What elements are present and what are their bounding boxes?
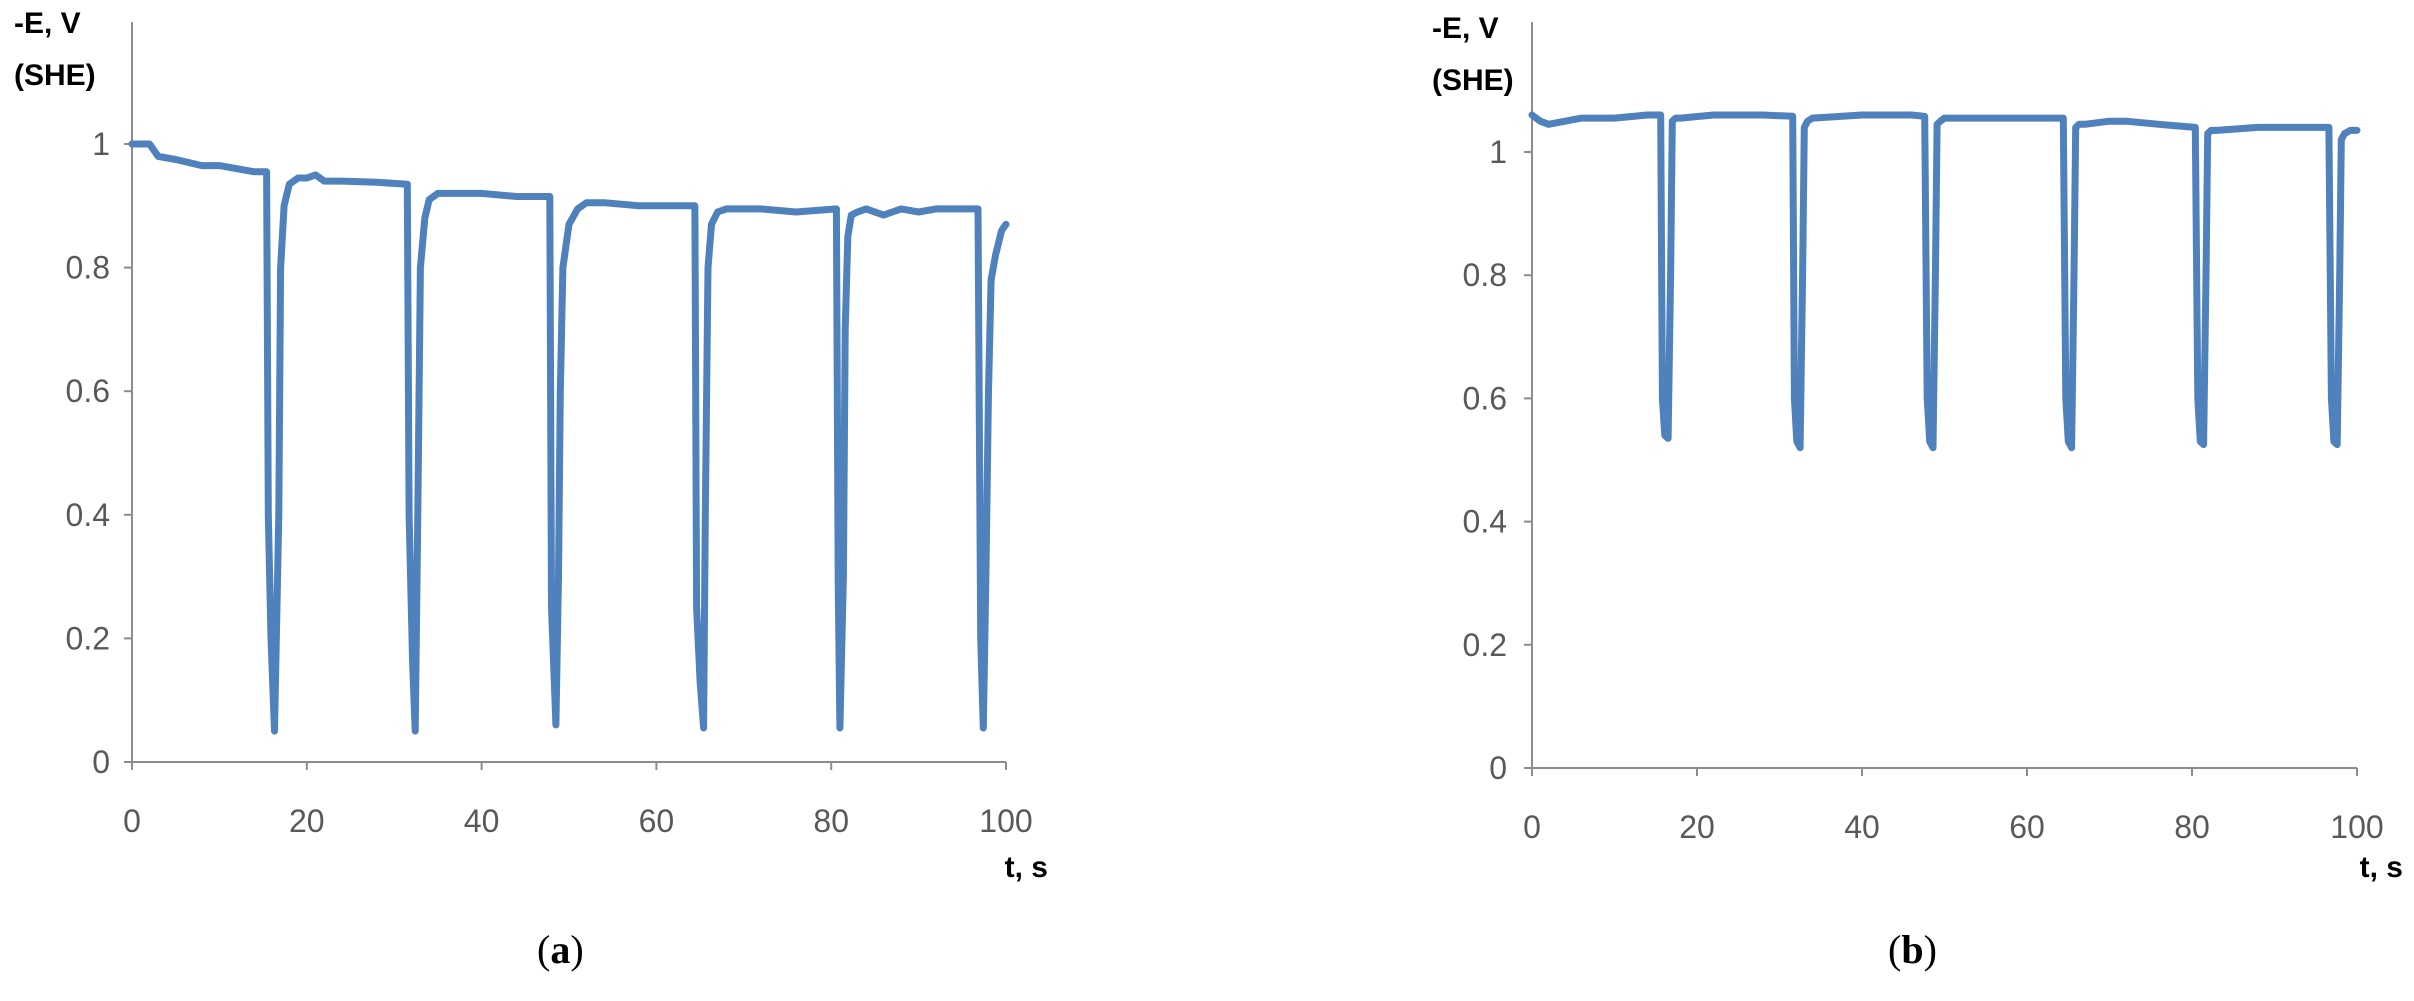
chart-b-y-tick-label: 0 <box>1489 750 1507 786</box>
chart-b-y-tick-label: 1 <box>1489 134 1507 170</box>
chart-a-y-tick-label: 1 <box>92 126 110 162</box>
chart-b-x-tick-label: 80 <box>2174 809 2210 845</box>
chart-a-x-tick-label: 100 <box>979 803 1032 839</box>
chart-a-y-ticks: 0 0.2 0.4 0.6 0.8 1 <box>66 126 132 780</box>
chart-b-y-tick-label: 0.4 <box>1463 504 1507 540</box>
chart-a-x-tick-label: 20 <box>289 803 325 839</box>
chart-b-y-tick-label: 0.8 <box>1463 257 1507 293</box>
chart-a-x-ticks: 0 20 40 60 80 100 <box>123 762 1033 839</box>
chart-b-x-tick-label: 0 <box>1523 809 1541 845</box>
chart-b-y-tick-label: 0.6 <box>1463 380 1507 416</box>
chart-a-x-tick-label: 0 <box>123 803 141 839</box>
chart-b-ylabel: -E, V <box>1432 12 1499 45</box>
chart-b-xlabel: t, s <box>2360 851 2403 884</box>
panel-b-caption: (b) <box>1888 927 1937 972</box>
chart-a-y-tick-label: 0.2 <box>66 620 110 656</box>
chart-b-svg: 00.20.40.60.81 0 20 40 60 80 100 -E, V (SHE) … <box>1432 12 2403 972</box>
chart-a-ylabel: -E, V <box>14 7 81 40</box>
chart-b-y-tick-label: 0.2 <box>1463 627 1507 663</box>
chart-b-x-tick-label: 20 <box>1679 809 1715 845</box>
chart-a-xlabel: t, s <box>1005 851 1048 884</box>
panel-a-caption: (a) <box>537 927 584 972</box>
chart-a-axes <box>131 22 1006 763</box>
panel-a-caption-letter: a <box>550 927 570 972</box>
chart-a-y-tick-label: 0.6 <box>66 373 110 409</box>
chart-b-ylabel-sub: (SHE) <box>1432 64 1514 97</box>
chart-b-x-tick-label: 100 <box>2330 809 2383 845</box>
chart-b-x-tick-label: 40 <box>1844 809 1880 845</box>
chart-panel-a: 0 0.2 0.4 0.6 0.8 1 0 20 40 60 80 100 -E, V (SHE) … <box>14 7 1048 972</box>
chart-a-svg: 00.20.40.60.81 0 20 40 60 80 100 -E, V (SHE) … <box>14 7 1048 972</box>
chart-b-x-ticks: 0 20 40 60 80 100 <box>1523 768 2384 845</box>
chart-a-y-tick-label: 0 <box>92 744 110 780</box>
chart-a-x-tick-label: 80 <box>813 803 849 839</box>
chart-a-y-tick-label: 0.4 <box>66 497 110 533</box>
chart-a-x-tick-label: 40 <box>464 803 500 839</box>
chart-a-y-tick-label: 0.8 <box>66 250 110 286</box>
panel-b-caption-letter: b <box>1901 927 1923 972</box>
chart-a-x-tick-label: 60 <box>639 803 675 839</box>
chart-a-series-line <box>128 140 1010 735</box>
chart-b-y-ticks: 0 0.2 0.4 0.6 0.8 1 <box>1463 134 1532 786</box>
chart-panel-b: 0 0.2 0.4 0.6 0.8 1 0 20 40 60 80 100 -E, V (SHE) … <box>1207 0 2414 1001</box>
chart-b-x-tick-label: 60 <box>2009 809 2045 845</box>
chart-b-axes <box>1531 22 2357 769</box>
chart-a-ylabel-sub: (SHE) <box>14 59 96 92</box>
chart-b-series-line <box>1528 111 2361 452</box>
